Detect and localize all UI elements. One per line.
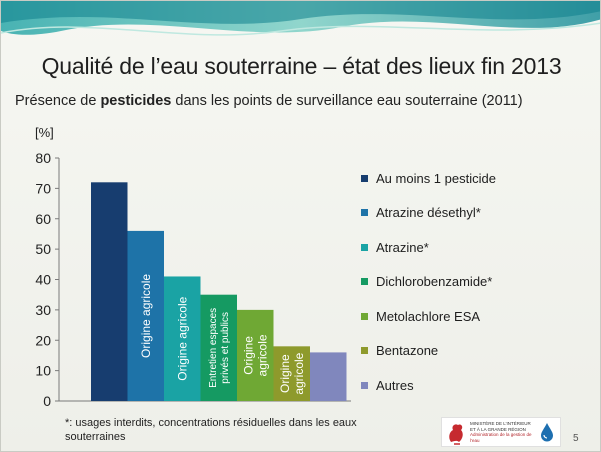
- y-tick-label: 20: [35, 332, 51, 348]
- bar-annotation: Origineagricole: [241, 334, 269, 376]
- y-tick-label: 0: [43, 393, 51, 409]
- water-drop-icon: [541, 423, 553, 442]
- subtitle-emphasis: pesticides: [100, 93, 172, 109]
- subtitle-prefix: Présence de: [15, 93, 101, 109]
- logo-line-1: MINISTÈRE DE L’INTÉRIEUR: [470, 421, 531, 426]
- bar: [200, 294, 237, 401]
- footnote: *: usages interdits, concentrations rési…: [65, 417, 357, 443]
- legend-item: Autres: [361, 376, 414, 394]
- legend-label: Bentazone: [376, 343, 439, 358]
- legend-item: Atrazine désethyl*: [361, 204, 481, 222]
- y-tick-label: 50: [35, 241, 51, 257]
- legend-swatch: [361, 312, 368, 320]
- logo-line-2: ET À LA GRANDE RÉGION: [470, 426, 526, 432]
- bar: [164, 276, 201, 401]
- bar: [127, 230, 164, 401]
- slide-title: Qualité de l’eau souterraine – état des …: [41, 53, 562, 79]
- bar: [273, 346, 310, 401]
- y-tick-label: 10: [35, 363, 51, 379]
- y-tick-label: 70: [35, 180, 51, 196]
- ministry-logo: MINISTÈRE DE L’INTÉRIEUR ET À LA GRANDE …: [441, 417, 561, 447]
- legend-label: Dichlorobenzamide*: [376, 274, 493, 289]
- ministry-logo-text: MINISTÈRE DE L’INTÉRIEUR ET À LA GRANDE …: [470, 421, 540, 443]
- legend-label: Atrazine désethyl*: [376, 205, 481, 220]
- bar-annotation: Origine agricole: [139, 274, 153, 358]
- legend-label: Au moins 1 pesticide: [376, 170, 496, 186]
- legend-item: Metolachlore ESA: [361, 307, 480, 325]
- legend-swatch: [361, 278, 368, 285]
- legend-swatch: [361, 347, 368, 354]
- y-tick-label: 60: [35, 211, 51, 227]
- legend-label: Atrazine*: [376, 239, 429, 255]
- logo-line-3: Administration de la gestion de l’eau: [470, 432, 532, 443]
- legend-label: Autres: [376, 377, 414, 393]
- bar-annotation: Origine agricole: [175, 296, 189, 380]
- legend-swatch: [361, 174, 368, 182]
- bar: [91, 182, 128, 401]
- legend-swatch: [361, 209, 368, 216]
- bar: [237, 309, 274, 401]
- y-tick-label: 30: [35, 302, 51, 318]
- legend-item: Bentazone: [361, 342, 438, 360]
- legend-item: Au moins 1 pesticide: [361, 169, 496, 187]
- bar-annotation: Origineagricole: [278, 352, 306, 394]
- bar: [310, 352, 347, 401]
- y-tick-label: 40: [35, 272, 51, 288]
- y-axis-unit-label: [%]: [35, 125, 54, 140]
- legend-item: Atrazine*: [361, 238, 429, 256]
- y-tick-label: 80: [35, 150, 51, 166]
- legend-label: Metolachlore ESA: [376, 308, 481, 324]
- legend-swatch: [361, 381, 368, 389]
- legend-item: Dichlorobenzamide*: [361, 273, 492, 291]
- legend-swatch: [361, 243, 368, 251]
- lion-emblem-icon: [449, 424, 463, 445]
- header-wave-decoration: [1, 1, 600, 36]
- chart-subtitle: Présence de pesticides dans les points d…: [15, 93, 523, 109]
- page-number: 5: [573, 433, 579, 444]
- bar-annotation: Entretien espacesprivés et publics: [208, 308, 231, 388]
- subtitle-suffix: dans les points de surveillance eau sout…: [171, 93, 523, 109]
